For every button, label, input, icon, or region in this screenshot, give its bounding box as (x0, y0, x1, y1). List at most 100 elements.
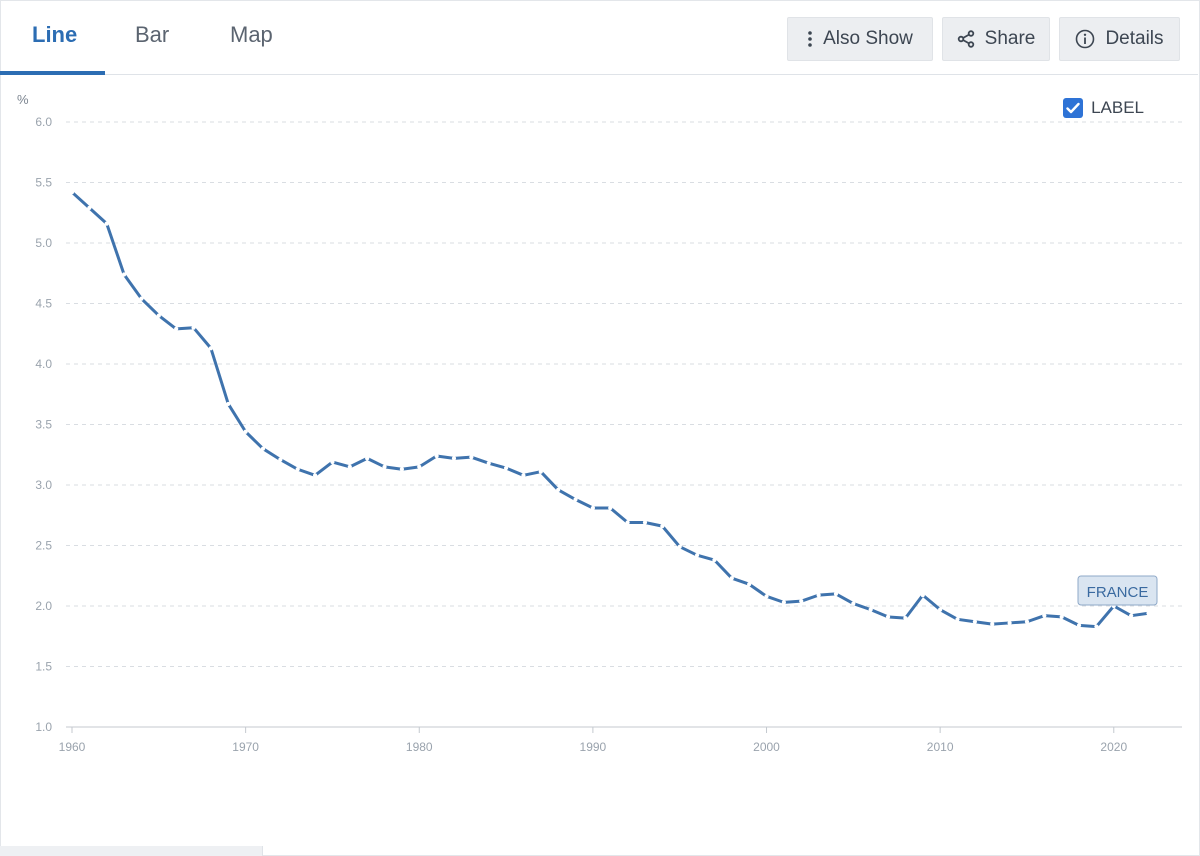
y-tick-label: 1.5 (35, 660, 52, 674)
tab-map[interactable]: Map (230, 22, 273, 47)
series-label-box (1077, 575, 1158, 606)
data-point[interactable] (417, 464, 422, 469)
data-point[interactable] (312, 473, 318, 478)
details-button[interactable]: Details (1059, 17, 1180, 61)
data-point[interactable] (1007, 620, 1012, 626)
data-point[interactable] (990, 622, 995, 627)
data-point[interactable] (399, 467, 404, 472)
data-point[interactable] (521, 473, 526, 478)
details-label: Details (1105, 28, 1164, 49)
data-point[interactable] (365, 456, 370, 461)
data-point[interactable] (955, 617, 960, 622)
data-point[interactable] (503, 465, 509, 471)
data-point[interactable] (260, 446, 266, 451)
data-point[interactable] (903, 616, 908, 621)
data-point[interactable] (642, 520, 648, 525)
axis-layer: 1.0 1.5 2.0 2.5 3.0 3.5 4.0 4.5 5.0 5.5 6.0 1960 197… (35, 115, 1182, 754)
share-icon (957, 30, 975, 48)
tab-bar[interactable]: Bar (135, 22, 170, 47)
y-tick-label: 3.0 (35, 478, 52, 492)
data-point[interactable] (347, 464, 352, 469)
data-point[interactable] (1042, 613, 1047, 618)
data-point[interactable] (139, 296, 144, 301)
data-point[interactable] (191, 325, 196, 330)
data-point[interactable] (243, 429, 248, 434)
data-point[interactable] (486, 461, 491, 466)
data-point[interactable] (295, 467, 300, 472)
data-point[interactable] (660, 524, 665, 529)
data-point[interactable] (451, 456, 457, 461)
share-button[interactable]: Share (942, 17, 1050, 61)
data-point[interactable] (104, 221, 109, 226)
data-point[interactable] (1076, 623, 1082, 628)
also-show-button[interactable]: Also Show (787, 17, 933, 61)
data-point[interactable] (868, 607, 873, 612)
data-point[interactable] (121, 272, 127, 277)
data-point[interactable] (816, 593, 821, 598)
data-point[interactable] (330, 459, 335, 465)
data-point[interactable] (1094, 624, 1099, 629)
data-point[interactable] (156, 313, 161, 318)
data-point[interactable] (677, 544, 682, 549)
y-axis-unit-label: % (17, 92, 29, 107)
series-label-tag: FRANCE (1077, 575, 1158, 606)
x-tick-label: 2010 (927, 740, 954, 754)
bottom-panel-tab (0, 846, 263, 856)
y-tick-label: 2.5 (35, 539, 52, 553)
x-tick-label: 1990 (580, 740, 607, 754)
chart-type-tabs: Line Bar Map Also Show Share (0, 0, 1198, 75)
data-point[interactable] (851, 601, 856, 606)
data-point[interactable] (573, 497, 578, 502)
data-point[interactable] (1129, 613, 1134, 618)
data-point[interactable] (938, 607, 943, 612)
data-point[interactable] (781, 600, 786, 605)
y-tick-label: 3.5 (35, 418, 52, 432)
line-chart: 1.0 1.5 2.0 2.5 3.0 3.5 4.0 4.5 5.0 5.5 6.0 1960 197… (17, 92, 1182, 754)
series-layer: FRANCE (69, 190, 1158, 629)
data-point[interactable] (556, 487, 561, 492)
data-point[interactable] (833, 591, 839, 597)
label-toggle[interactable]: LABEL (1063, 98, 1144, 118)
more-vertical-icon (807, 30, 813, 48)
data-point[interactable] (382, 464, 387, 469)
data-point[interactable] (208, 346, 214, 351)
data-point[interactable] (590, 505, 595, 511)
y-tick-label: 4.5 (35, 297, 52, 311)
data-point[interactable] (1146, 611, 1151, 616)
share-label: Share (984, 28, 1036, 49)
y-tick-label: 6.0 (35, 115, 52, 129)
data-point[interactable] (174, 326, 179, 332)
data-point[interactable] (469, 455, 474, 460)
data-point[interactable] (1024, 619, 1030, 624)
data-point[interactable] (608, 505, 613, 511)
data-point[interactable] (764, 594, 769, 599)
data-point[interactable] (972, 619, 977, 624)
y-tick-label: 5.0 (35, 236, 52, 250)
data-point[interactable] (1059, 614, 1064, 619)
checkmark-icon (1066, 102, 1080, 114)
data-point[interactable] (278, 457, 283, 462)
label-toggle-text: LABEL (1091, 98, 1144, 117)
data-point[interactable] (694, 553, 700, 558)
data-point[interactable] (799, 599, 804, 604)
also-show-label: Also Show (823, 28, 913, 49)
data-point[interactable] (226, 401, 231, 407)
data-point[interactable] (538, 469, 543, 474)
data-point[interactable] (729, 576, 734, 581)
series-label-text: FRANCE (1087, 584, 1149, 601)
tab-line[interactable]: Line (32, 22, 78, 47)
data-point[interactable] (920, 593, 925, 598)
data-point[interactable] (69, 190, 75, 195)
y-tick-label: 2.0 (35, 599, 52, 613)
label-checkbox[interactable] (1063, 98, 1084, 118)
data-point[interactable] (434, 453, 439, 459)
data-point[interactable] (712, 557, 717, 563)
data-point[interactable] (625, 520, 630, 525)
data-point[interactable] (87, 205, 92, 211)
y-tick-label: 1.0 (35, 720, 52, 734)
data-point[interactable] (747, 582, 752, 587)
data-point[interactable] (885, 614, 891, 619)
series-line[interactable] (70, 190, 1151, 629)
info-icon (1075, 29, 1095, 49)
